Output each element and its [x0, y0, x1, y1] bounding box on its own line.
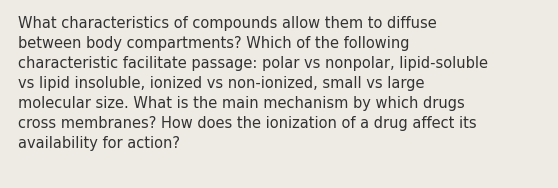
Text: What characteristics of compounds allow them to diffuse
between body compartment: What characteristics of compounds allow …: [18, 16, 488, 151]
